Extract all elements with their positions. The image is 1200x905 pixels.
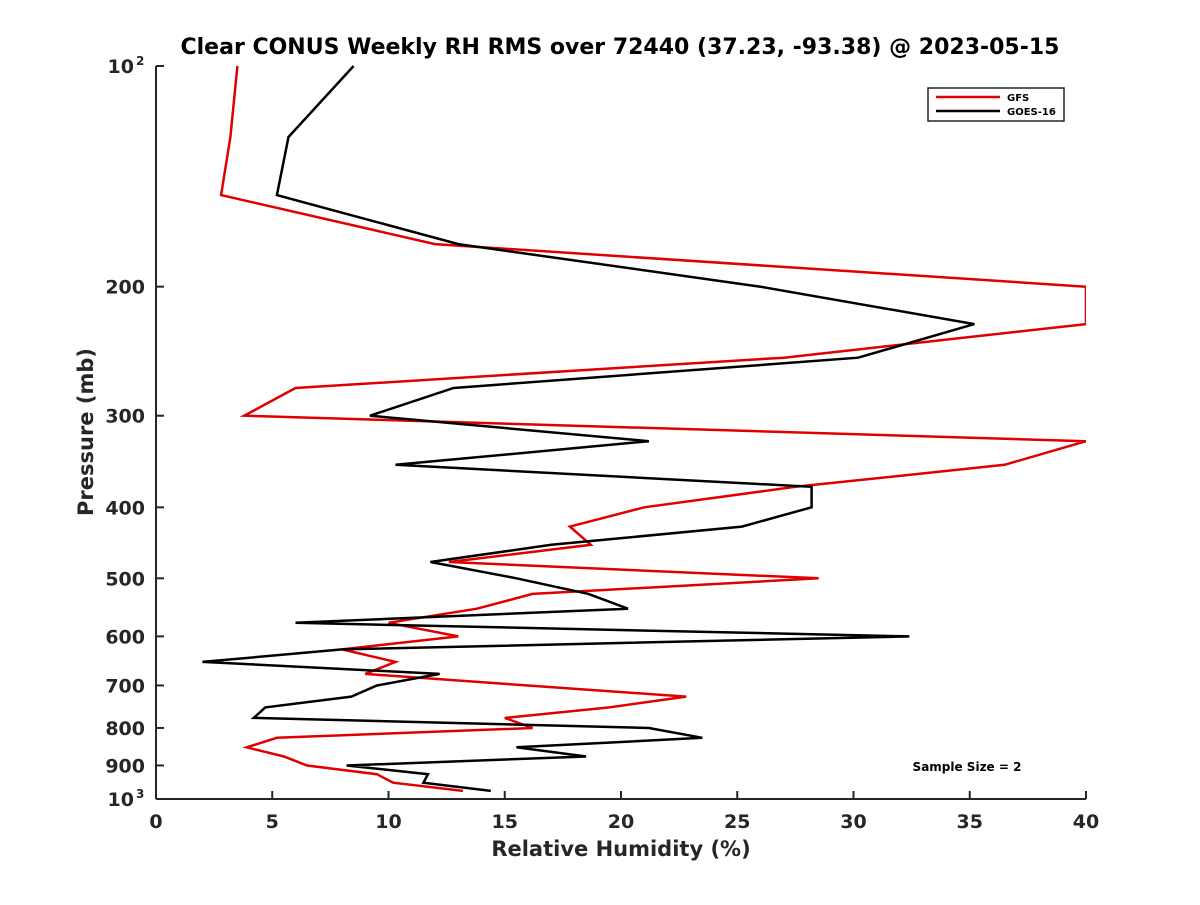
x-tick-label: 40 bbox=[1073, 811, 1099, 833]
axes bbox=[155, 66, 1086, 800]
x-axis-label: Relative Humidity (%) bbox=[491, 837, 750, 861]
sample-size-annotation: Sample Size = 2 bbox=[913, 760, 1022, 774]
x-ticks: 0 5 10 15 20 25 30 35 40 bbox=[149, 791, 1099, 833]
y-tick-label: 500 bbox=[105, 568, 145, 590]
y-tick-label: 300 bbox=[105, 406, 145, 428]
y-tick-label: 900 bbox=[105, 755, 145, 777]
y-tick-exponent: 3 bbox=[136, 787, 144, 801]
legend-box bbox=[927, 87, 1065, 122]
y-tick-label: 400 bbox=[105, 497, 145, 519]
legend: GFS GOES-16 bbox=[927, 87, 1065, 122]
series-layer bbox=[202, 65, 1086, 793]
legend-label-goes16: GOES-16 bbox=[1007, 107, 1056, 118]
legend-label-gfs: GFS bbox=[1007, 93, 1029, 104]
x-tick-label: 35 bbox=[957, 811, 983, 833]
x-tick-label: 5 bbox=[266, 811, 279, 833]
x-tick-label: 25 bbox=[724, 811, 750, 833]
x-tick-label: 0 bbox=[149, 811, 162, 833]
x-tick-label: 20 bbox=[608, 811, 634, 833]
x-tick-label: 30 bbox=[840, 811, 866, 833]
y-tick-label: 600 bbox=[105, 626, 145, 648]
chart-title: Clear CONUS Weekly RH RMS over 72440 (37… bbox=[181, 35, 1060, 60]
series-line-gfs bbox=[219, 65, 1086, 793]
y-tick-exponent: 2 bbox=[136, 54, 144, 68]
y-tick-label: 10 bbox=[108, 56, 134, 78]
x-tick-label: 10 bbox=[375, 811, 401, 833]
y-tick-label: 700 bbox=[105, 675, 145, 697]
y-tick-label: 10 bbox=[108, 789, 134, 811]
series-line-goes-16 bbox=[202, 65, 975, 793]
x-tick-label: 15 bbox=[492, 811, 518, 833]
y-axis-label: Pressure (mb) bbox=[74, 348, 98, 516]
y-tick-label: 200 bbox=[105, 277, 145, 299]
y-tick-label: 800 bbox=[105, 718, 145, 740]
